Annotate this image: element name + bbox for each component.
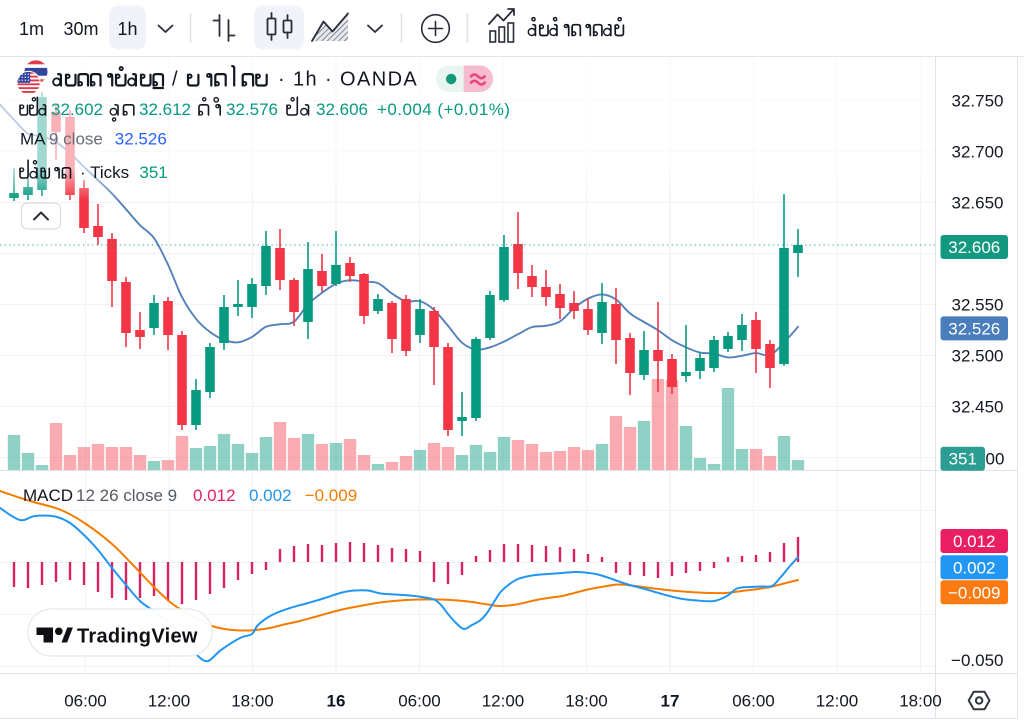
svg-text:MA: MA (20, 130, 46, 149)
svg-text:32.500: 32.500 (952, 347, 1004, 366)
svg-text:17: 17 (661, 692, 680, 711)
svg-text:06:00: 06:00 (732, 692, 775, 711)
svg-text:12:00: 12:00 (816, 692, 859, 711)
svg-text:32.700: 32.700 (952, 143, 1004, 162)
svg-text:0.002: 0.002 (953, 558, 996, 577)
svg-text:30m: 30m (63, 19, 98, 39)
svg-text:32.550: 32.550 (952, 296, 1004, 315)
svg-text:0.002: 0.002 (249, 486, 292, 505)
svg-text:12:00: 12:00 (148, 692, 191, 711)
svg-text:32.576: 32.576 (226, 100, 278, 119)
svg-text:9 close: 9 close (49, 130, 103, 149)
svg-text:32.606: 32.606 (316, 100, 368, 119)
svg-text:06:00: 06:00 (398, 692, 441, 711)
svg-text:32.526: 32.526 (115, 130, 167, 149)
svg-text:18:00: 18:00 (231, 692, 274, 711)
svg-text:12:00: 12:00 (482, 692, 525, 711)
svg-text:1m: 1m (19, 19, 44, 39)
svg-text:18:00: 18:00 (565, 692, 608, 711)
svg-text:−0.050: −0.050 (951, 651, 1003, 670)
svg-text:32.526: 32.526 (948, 319, 1000, 338)
svg-text:32.650: 32.650 (952, 194, 1004, 213)
svg-text:+0.004 (+0.01%): +0.004 (+0.01%) (377, 100, 510, 119)
svg-text:00: 00 (986, 450, 1005, 469)
svg-text:351: 351 (949, 450, 977, 469)
svg-text:18:00: 18:00 (899, 692, 942, 711)
svg-text:0.012: 0.012 (953, 532, 996, 551)
svg-text:32.612: 32.612 (139, 100, 191, 119)
svg-text:06:00: 06:00 (64, 692, 107, 711)
svg-text:· 1h · OANDA: · 1h · OANDA (278, 69, 418, 91)
svg-text:−0.009: −0.009 (305, 486, 357, 505)
svg-text:1h: 1h (117, 19, 137, 39)
svg-text:−0.009: −0.009 (948, 583, 1000, 602)
svg-text:32.450: 32.450 (952, 398, 1004, 417)
svg-text:0.012: 0.012 (193, 486, 236, 505)
svg-text:· Ticks: · Ticks (80, 163, 129, 182)
svg-text:MACD: MACD (23, 486, 73, 505)
svg-text:/: / (172, 69, 178, 91)
svg-text:16: 16 (327, 692, 346, 711)
svg-text:12 26 close 9: 12 26 close 9 (76, 486, 177, 505)
svg-text:TradingView: TradingView (77, 626, 198, 648)
svg-text:32.606: 32.606 (948, 238, 1000, 257)
svg-text:32.750: 32.750 (952, 92, 1004, 111)
svg-text:351: 351 (139, 163, 167, 182)
svg-text:32.602: 32.602 (51, 100, 103, 119)
